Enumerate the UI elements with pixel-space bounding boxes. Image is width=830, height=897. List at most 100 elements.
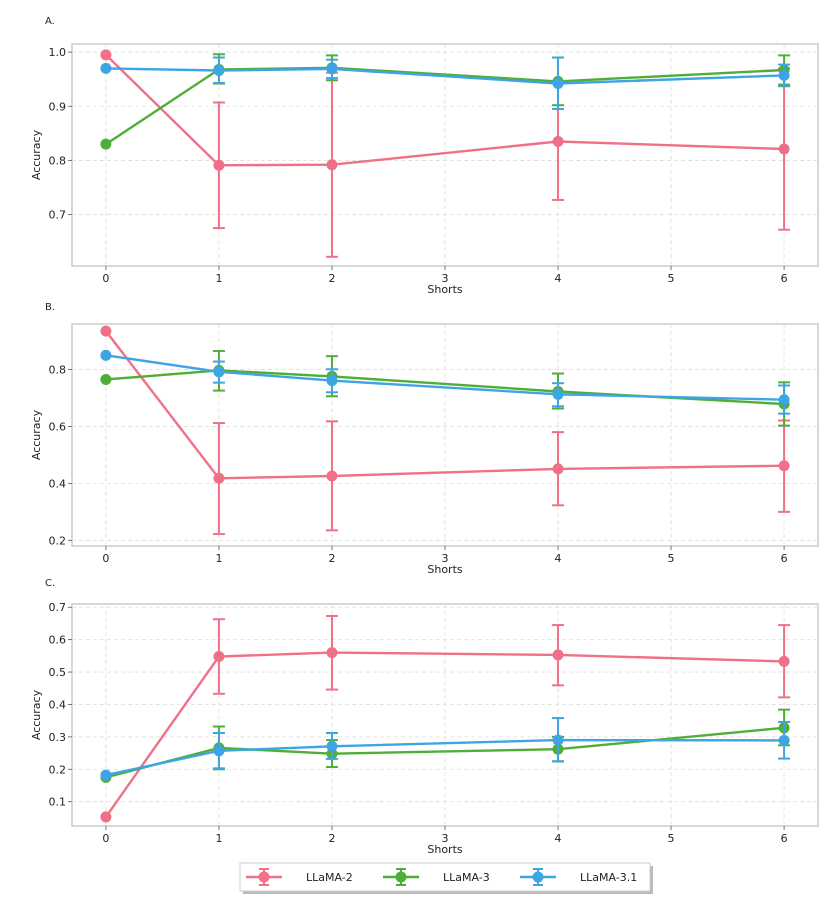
x-tick-label: 6 [781, 552, 788, 565]
x-tick-label: 6 [781, 832, 788, 845]
x-tick-label: 5 [668, 272, 675, 285]
x-axis-title: Shorts [427, 843, 463, 856]
x-tick-label: 2 [328, 272, 335, 285]
y-tick-label: 1.0 [49, 46, 67, 59]
x-axis-title: Shorts [427, 563, 463, 576]
data-point [100, 325, 112, 337]
data-point [326, 740, 338, 752]
data-point [213, 366, 225, 378]
x-tick-label: 0 [102, 552, 109, 565]
data-point [778, 655, 790, 667]
data-point [326, 470, 338, 482]
data-point [100, 349, 112, 361]
y-axis-title: Accuracy [30, 129, 43, 180]
plot-area [71, 323, 819, 547]
x-tick-label: 5 [668, 832, 675, 845]
legend-label: LLaMA-3 [443, 871, 490, 884]
data-point [100, 49, 112, 61]
series-llama-3-1 [100, 717, 791, 781]
x-tick-label: 3 [442, 552, 449, 565]
data-point [213, 745, 225, 757]
y-tick-label: 0.7 [49, 209, 67, 222]
y-tick-label: 0.2 [49, 534, 67, 547]
data-point [326, 159, 338, 171]
panel-label: C. [45, 578, 55, 589]
series-llama-2 [100, 49, 791, 258]
data-point [213, 65, 225, 77]
data-point [552, 649, 564, 661]
data-point [100, 374, 112, 385]
y-tick-label: 0.6 [49, 420, 67, 433]
data-point [778, 69, 790, 81]
legend-marker [395, 871, 407, 883]
legend-item: LLaMA-3.1 [520, 868, 637, 886]
data-point [778, 734, 790, 746]
y-axis-title: Accuracy [30, 409, 43, 460]
plot-area [71, 603, 819, 827]
panel-label: A. [45, 16, 55, 27]
x-tick-label: 3 [442, 832, 449, 845]
x-tick-label: 1 [215, 552, 222, 565]
x-tick-label: 2 [328, 832, 335, 845]
legend-item: LLaMA-2 [246, 868, 353, 886]
legend-label: LLaMA-3.1 [580, 871, 637, 884]
data-point [552, 734, 564, 746]
y-axis-title: Accuracy [30, 689, 43, 740]
y-tick-label: 0.3 [49, 731, 67, 744]
data-point [100, 138, 112, 150]
x-tick-label: 4 [555, 272, 562, 285]
chart-panel-3: C. 0 1 2 3 4 5 6 0.1 0.2 0.3 0.4 0.5 0.6 0.7 Shorts Accu… [30, 578, 819, 856]
legend-marker [532, 871, 544, 883]
x-tick-label: 3 [442, 272, 449, 285]
y-tick-label: 0.2 [49, 763, 67, 776]
data-point [778, 394, 790, 406]
x-tick-label: 6 [781, 272, 788, 285]
x-tick-label: 0 [102, 832, 109, 845]
y-tick-label: 0.8 [49, 154, 67, 167]
y-tick-label: 0.7 [49, 601, 67, 614]
series-llama-3-1 [100, 56, 791, 110]
series-llama-2 [100, 614, 791, 823]
panel-label: B. [45, 302, 55, 313]
data-point [326, 375, 338, 387]
y-tick-label: 0.6 [49, 634, 67, 647]
legend-item: LLaMA-3 [383, 868, 490, 886]
data-point [100, 811, 112, 823]
y-tick-label: 0.5 [49, 666, 67, 679]
data-point [213, 159, 225, 171]
x-tick-label: 2 [328, 552, 335, 565]
data-point [778, 143, 790, 155]
y-tick-label: 0.4 [49, 698, 67, 711]
x-axis-title: Shorts [427, 283, 463, 296]
y-tick-label: 0.4 [49, 477, 67, 490]
series-llama-3-1 [100, 349, 791, 415]
legend: LLaMA-2 LLaMA-3 LLaMA-3.1 [239, 862, 653, 894]
x-tick-label: 0 [102, 272, 109, 285]
data-point [213, 472, 225, 484]
y-tick-label: 0.9 [49, 100, 67, 113]
data-point [552, 135, 564, 147]
data-point [326, 647, 338, 659]
data-point [326, 63, 338, 75]
chart-panel-1: A. 0 1 2 3 4 5 6 0.7 0.8 0.9 1.0 Shorts Accuracy [30, 16, 819, 296]
x-tick-label: 4 [555, 832, 562, 845]
data-point [552, 78, 564, 90]
legend-label: LLaMA-2 [306, 871, 353, 884]
data-point [100, 769, 112, 781]
y-tick-label: 0.1 [49, 796, 67, 809]
y-tick-label: 0.8 [49, 364, 67, 377]
x-tick-label: 4 [555, 552, 562, 565]
data-point [552, 388, 564, 400]
data-point [552, 463, 564, 475]
legend-box [239, 862, 651, 892]
chart-panel-2: B. 0 1 2 3 4 5 6 0.2 0.4 0.6 0.8 Shorts Accuracy [30, 302, 819, 576]
x-tick-label: 5 [668, 552, 675, 565]
data-point [213, 651, 225, 663]
data-point [100, 62, 112, 74]
x-tick-label: 1 [215, 272, 222, 285]
series-llama-2 [100, 325, 791, 536]
x-tick-label: 1 [215, 832, 222, 845]
data-point [778, 460, 790, 472]
legend-marker [258, 871, 270, 883]
